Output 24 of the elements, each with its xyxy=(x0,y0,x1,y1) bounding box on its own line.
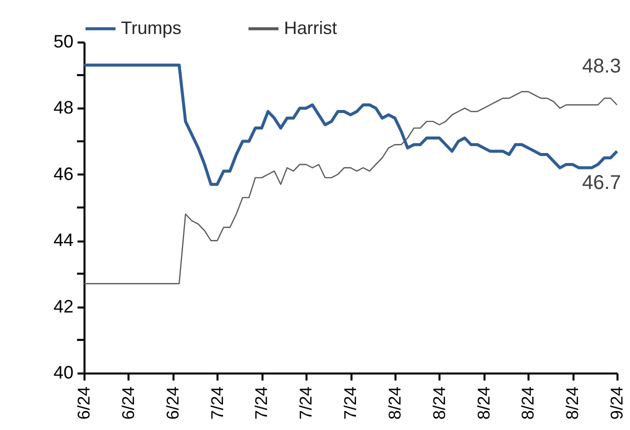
y-tick-label: 42 xyxy=(53,296,74,316)
x-tick-label: 6/24 xyxy=(163,386,182,420)
legend-label: Trumps xyxy=(121,18,182,38)
y-tick-label: 48 xyxy=(53,98,74,118)
annotation: 48.3 xyxy=(582,55,621,78)
line-series xyxy=(83,91,618,284)
x-tick-label: 7/24 xyxy=(252,386,272,420)
y-tick-label: 50 xyxy=(53,32,74,52)
x-tick-label: 8/24 xyxy=(518,386,538,420)
y-tick-label: 46 xyxy=(53,164,74,184)
x-tick-label: 9/24 xyxy=(608,386,626,420)
y-tick-label: 40 xyxy=(53,362,74,382)
x-tick-label: 8/24 xyxy=(385,386,404,420)
x-tick-label: 8/24 xyxy=(430,386,449,420)
x-tick-label: 8/24 xyxy=(563,386,582,420)
x-tick-label: 6/24 xyxy=(74,386,94,420)
x-tick-label: 8/24 xyxy=(474,386,494,420)
x-tick-label: 7/24 xyxy=(296,386,316,420)
y-tick-label: 44 xyxy=(53,230,74,250)
x-tick-label: 7/24 xyxy=(208,386,227,420)
legend-label: Harrist xyxy=(284,18,337,38)
x-tick-label: 6/24 xyxy=(118,386,138,420)
x-tick-label: 7/24 xyxy=(341,386,360,420)
annotation: 46.7 xyxy=(582,172,621,194)
